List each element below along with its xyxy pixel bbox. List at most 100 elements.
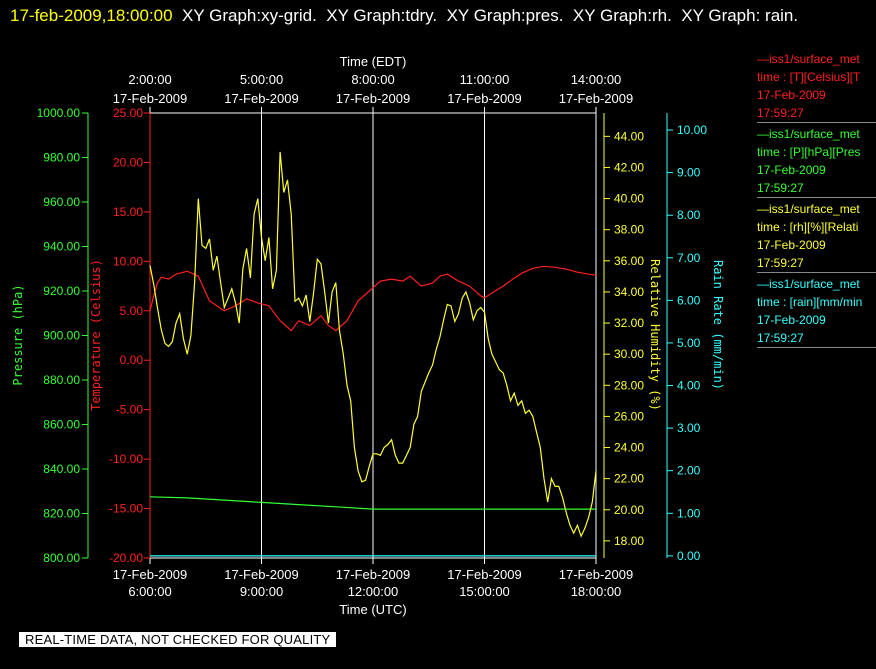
humidity-tick-label: 38.00	[614, 223, 644, 237]
grid-lines	[261, 113, 485, 558]
top-tick-date: 17-Feb-2009	[559, 91, 633, 106]
legend-text: —iss1/surface_met	[757, 277, 860, 291]
rain-axis-title: Rain Rate (mm/min)	[711, 260, 725, 390]
temperature-tick-label: -5.00	[116, 403, 144, 417]
humidity-tick-label: 32.00	[614, 316, 644, 330]
legend-text: —iss1/surface_met	[757, 202, 860, 216]
legend-text: 17:59:27	[757, 181, 804, 195]
rain-tick-label: 5.00	[677, 336, 701, 350]
humidity-tick-label: 40.00	[614, 192, 644, 206]
temperature-tick-label: 5.00	[120, 304, 144, 318]
rain-tick-label: 7.00	[677, 251, 701, 265]
pressure-axis-title: Pressure (hPa)	[11, 284, 25, 385]
top-tick-date: 17-Feb-2009	[224, 91, 298, 106]
quality-disclaimer: REAL-TIME DATA, NOT CHECKED FOR QUALITY	[19, 632, 337, 647]
humidity-tick-label: 30.00	[614, 347, 644, 361]
legend: —iss1/surface_met time : [T][Celsius][T 17…	[757, 50, 876, 350]
humidity-tick-label: 18.00	[614, 534, 644, 548]
pressure-tick-label: 940.00	[43, 240, 80, 254]
series-line-P	[149, 496, 596, 510]
bottom-axis-title: Time (UTC)	[339, 602, 406, 617]
temperature-tick-label: 0.00	[120, 353, 144, 367]
pressure-tick-label: 1000.00	[37, 106, 81, 120]
bottom-tick-date: 17-Feb-2009	[447, 567, 521, 582]
rain-tick-label: 4.00	[677, 379, 701, 393]
legend-text: —iss1/surface_met	[757, 52, 860, 66]
pressure-tick-label: 800.00	[43, 551, 80, 565]
top-tick-date: 17-Feb-2009	[113, 91, 187, 106]
rain-tick-label: 10.00	[677, 123, 707, 137]
humidity-tick-label: 20.00	[614, 503, 644, 517]
rain-tick-label: 3.00	[677, 421, 701, 435]
bottom-tick-time: 6:00:00	[128, 584, 171, 599]
legend-text: time : [P][hPa][Pres	[757, 145, 861, 159]
page-title: 17-feb-2009,18:00:00 XY Graph:xy-grid. X…	[10, 2, 870, 30]
top-tick-time: 5:00:00	[240, 72, 283, 87]
legend-text: 17:59:27	[757, 106, 804, 120]
top-tick-time: 14:00:00	[571, 72, 622, 87]
temperature-tick-label: -15.00	[109, 502, 143, 516]
top-tick-time: 2:00:00	[128, 72, 171, 87]
temperature-tick-label: -10.00	[109, 452, 143, 466]
bottom-tick-date: 17-Feb-2009	[113, 567, 187, 582]
legend-text: time : [rain][mm/min	[757, 295, 863, 309]
legend-text: 17:59:27	[757, 256, 804, 270]
humidity-tick-label: 36.00	[614, 254, 644, 268]
title-timestamp: 17-feb-2009,18:00:00	[10, 6, 173, 25]
legend-text: —iss1/surface_met	[757, 127, 860, 141]
series-line-T	[149, 265, 597, 332]
bottom-tick-date: 17-Feb-2009	[336, 567, 410, 582]
humidity-tick-label: 22.00	[614, 472, 644, 486]
bottom-tick-time: 18:00:00	[571, 584, 622, 599]
temperature-tick-label: 15.00	[113, 205, 143, 219]
temperature-tick-label: 20.00	[113, 155, 143, 169]
bottom-tick-time: 15:00:00	[459, 584, 510, 599]
pressure-tick-label: 980.00	[43, 151, 80, 165]
pressure-tick-label: 860.00	[43, 418, 80, 432]
humidity-axis-title: Relative Humidity (%)	[648, 259, 662, 411]
humidity-tick-label: 28.00	[614, 378, 644, 392]
axes: 17-Feb-2009 6:00:00 17-Feb-2009 9:00:00 17-F…	[37, 72, 708, 599]
humidity-tick-label: 24.00	[614, 441, 644, 455]
humidity-tick-label: 44.00	[614, 129, 644, 143]
top-tick-time: 11:00:00	[460, 72, 510, 87]
legend-text: 17-Feb-2009	[757, 238, 826, 252]
temperature-tick-label: 25.00	[113, 106, 143, 120]
legend-text: time : [rh][%][Relati	[757, 220, 859, 234]
top-tick-time: 8:00:00	[351, 72, 394, 87]
legend-text: 17-Feb-2009	[757, 163, 826, 177]
pressure-tick-label: 920.00	[43, 284, 80, 298]
rain-tick-label: 0.00	[677, 549, 701, 563]
rain-tick-label: 6.00	[677, 293, 701, 307]
humidity-tick-label: 26.00	[614, 409, 644, 423]
legend-text: 17:59:27	[757, 331, 804, 345]
pressure-tick-label: 960.00	[43, 195, 80, 209]
top-tick-date: 17-Feb-2009	[336, 91, 410, 106]
pressure-tick-label: 820.00	[43, 507, 80, 521]
bottom-tick-date: 17-Feb-2009	[559, 567, 633, 582]
temperature-axis-title: Temperature (Celsius)	[89, 259, 103, 411]
series	[149, 151, 597, 557]
rain-tick-label: 8.00	[677, 208, 701, 222]
legend-text: 17-Feb-2009	[757, 88, 826, 102]
temperature-tick-label: -20.00	[109, 551, 143, 565]
rain-tick-label: 2.00	[677, 464, 701, 478]
top-axis-title: Time (EDT)	[340, 54, 407, 69]
legend-text: time : [T][Celsius][T	[757, 70, 861, 84]
title-graph-list: XY Graph:xy-grid. XY Graph:tdry. XY Grap…	[172, 6, 799, 25]
rain-tick-label: 9.00	[677, 166, 701, 180]
bottom-tick-time: 9:00:00	[240, 584, 283, 599]
bottom-tick-time: 12:00:00	[348, 584, 399, 599]
rain-tick-label: 1.00	[677, 506, 701, 520]
legend-text: 17-Feb-2009	[757, 313, 826, 327]
top-tick-date: 17-Feb-2009	[447, 91, 521, 106]
temperature-tick-label: 10.00	[113, 254, 143, 268]
humidity-tick-label: 34.00	[614, 285, 644, 299]
bottom-tick-date: 17-Feb-2009	[224, 567, 298, 582]
series-line-rh	[149, 151, 597, 538]
